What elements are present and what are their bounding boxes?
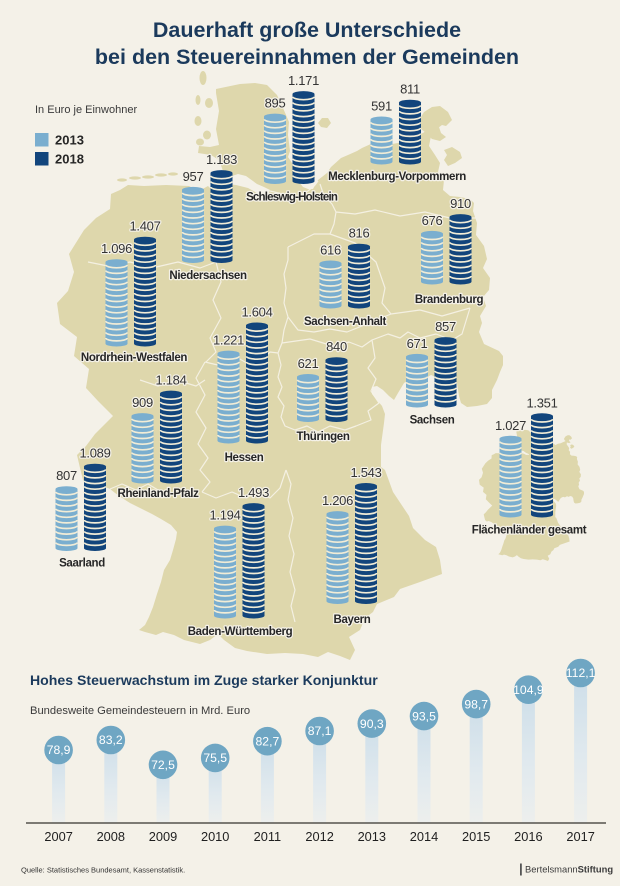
svg-text:1.171: 1.171: [288, 73, 319, 88]
svg-text:Flächenländer gesamt: Flächenländer gesamt: [472, 525, 587, 537]
svg-text:Baden-Württemberg: Baden-Württemberg: [188, 626, 293, 638]
svg-text:75,5: 75,5: [203, 751, 227, 765]
svg-text:bei den Steuereinnahmen der Ge: bei den Steuereinnahmen der Gemeinden: [95, 45, 519, 69]
svg-text:2014: 2014: [410, 829, 438, 844]
svg-text:112,1: 112,1: [566, 666, 596, 680]
svg-text:616: 616: [320, 243, 341, 258]
svg-text:1.089: 1.089: [79, 446, 110, 461]
svg-text:2008: 2008: [97, 829, 125, 844]
svg-text:2017: 2017: [566, 829, 594, 844]
svg-text:87,1: 87,1: [308, 724, 332, 738]
svg-text:2013: 2013: [358, 829, 386, 844]
svg-text:98,7: 98,7: [464, 697, 488, 711]
svg-text:Sachsen: Sachsen: [410, 415, 455, 427]
svg-text:Hessen: Hessen: [225, 452, 264, 464]
svg-text:591: 591: [371, 99, 392, 114]
svg-text:957: 957: [183, 169, 204, 184]
svg-text:Saarland: Saarland: [59, 558, 105, 570]
svg-text:910: 910: [450, 196, 471, 211]
svg-text:2016: 2016: [514, 829, 542, 844]
svg-text:1.184: 1.184: [155, 373, 186, 388]
svg-text:840: 840: [326, 339, 347, 354]
svg-text:2012: 2012: [305, 829, 333, 844]
svg-text:2009: 2009: [149, 829, 177, 844]
svg-text:Brandenburg: Brandenburg: [415, 294, 484, 306]
svg-text:2007: 2007: [44, 829, 72, 844]
svg-text:2010: 2010: [201, 829, 229, 844]
svg-text:621: 621: [298, 356, 319, 371]
svg-text:2018: 2018: [55, 152, 84, 167]
svg-text:2013: 2013: [55, 133, 84, 148]
svg-text:1.407: 1.407: [129, 219, 160, 234]
svg-text:Hohes Steuerwachstum im Zuge s: Hohes Steuerwachstum im Zuge starker Kon…: [30, 672, 378, 688]
svg-text:104,9: 104,9: [513, 683, 544, 697]
svg-text:816: 816: [349, 226, 370, 241]
svg-text:676: 676: [422, 213, 443, 228]
svg-text:1.206: 1.206: [322, 493, 353, 508]
svg-text:Dauerhaft große Unterschiede: Dauerhaft große Unterschiede: [153, 18, 461, 42]
svg-text:90,3: 90,3: [360, 717, 384, 731]
svg-text:1.351: 1.351: [526, 395, 557, 410]
svg-text:In Euro je Einwohner: In Euro je Einwohner: [35, 104, 137, 116]
svg-text:2011: 2011: [254, 829, 282, 844]
svg-text:895: 895: [265, 96, 286, 111]
svg-text:Sachsen-Anhalt: Sachsen-Anhalt: [304, 316, 387, 328]
svg-text:Bayern: Bayern: [334, 614, 371, 626]
svg-text:1.221: 1.221: [213, 333, 244, 348]
svg-text:83,2: 83,2: [99, 733, 123, 747]
svg-text:93,5: 93,5: [412, 709, 436, 723]
svg-text:671: 671: [407, 336, 428, 351]
svg-text:Schleswig-Holstein: Schleswig-Holstein: [246, 192, 338, 204]
svg-text:857: 857: [435, 319, 456, 334]
svg-text:1.183: 1.183: [206, 152, 237, 167]
svg-text:82,7: 82,7: [256, 734, 280, 748]
svg-text:Rheinland-Pfalz: Rheinland-Pfalz: [117, 488, 199, 500]
svg-text:Mecklenburg-Vorpommern: Mecklenburg-Vorpommern: [328, 171, 466, 183]
svg-text:Bundesweite Gemeindesteuern in: Bundesweite Gemeindesteuern in Mrd. Euro: [30, 705, 250, 717]
svg-text:909: 909: [132, 395, 153, 410]
svg-text:1.096: 1.096: [101, 241, 132, 256]
svg-text:Niedersachsen: Niedersachsen: [169, 270, 247, 282]
svg-text:BertelsmannStiftung: BertelsmannStiftung: [525, 864, 613, 875]
svg-text:1.027: 1.027: [495, 418, 526, 433]
svg-text:Thüringen: Thüringen: [296, 431, 349, 443]
svg-text:1.493: 1.493: [238, 485, 269, 500]
svg-text:Nordrhein-Westfalen: Nordrhein-Westfalen: [81, 352, 188, 364]
svg-text:807: 807: [56, 468, 77, 483]
svg-text:1.194: 1.194: [209, 508, 240, 523]
svg-text:78,9: 78,9: [47, 743, 71, 757]
svg-text:72,5: 72,5: [151, 758, 175, 772]
svg-text:2015: 2015: [462, 829, 490, 844]
svg-text:Quelle: Statistisches Bundesam: Quelle: Statistisches Bundesamt, Kassens…: [21, 866, 185, 875]
svg-text:811: 811: [400, 82, 420, 97]
svg-text:1.543: 1.543: [350, 465, 381, 480]
svg-text:1.604: 1.604: [241, 305, 272, 320]
